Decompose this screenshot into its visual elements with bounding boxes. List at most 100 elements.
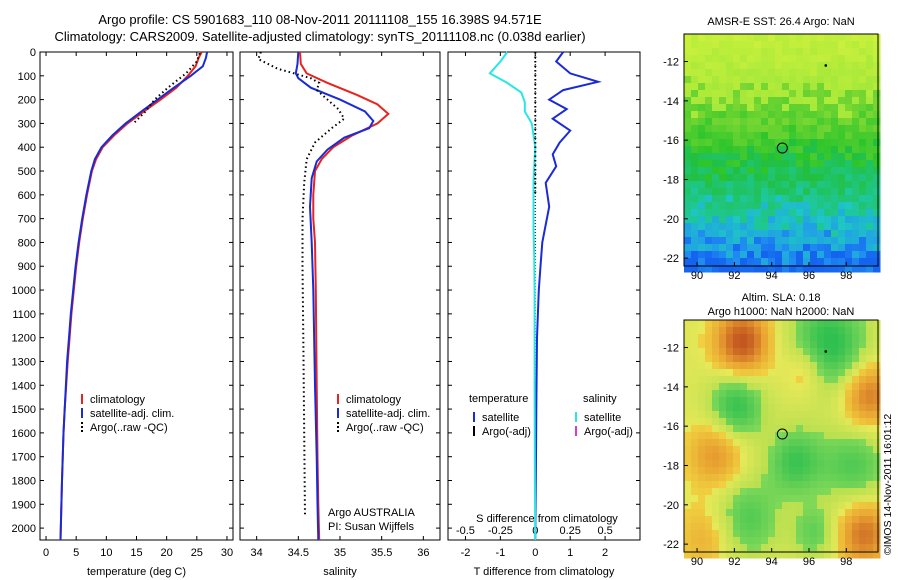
map-cell	[859, 418, 867, 426]
map-cell	[789, 397, 797, 405]
map-cell	[873, 320, 881, 328]
map-cell	[831, 418, 839, 426]
map-cell	[747, 460, 755, 468]
map-cell	[691, 411, 699, 419]
map-cell	[873, 55, 881, 63]
map-cell	[761, 62, 769, 70]
map-cell	[782, 404, 790, 412]
map-cell	[698, 237, 706, 245]
map-cell	[845, 516, 853, 524]
map-cell	[726, 516, 734, 524]
map-cell	[852, 320, 860, 328]
map-cell	[740, 160, 748, 168]
map-cell	[740, 369, 748, 377]
map-cell	[859, 453, 867, 461]
map-cell	[740, 348, 748, 356]
map-cell	[810, 488, 818, 496]
map-cell	[845, 90, 853, 98]
map-cell	[838, 146, 846, 154]
map-cell	[705, 188, 713, 196]
map-cell	[845, 404, 853, 412]
map-cell	[733, 425, 741, 433]
map-cell	[831, 376, 839, 384]
map-cell	[698, 230, 706, 238]
map-cell	[691, 258, 699, 266]
map-cell	[726, 418, 734, 426]
map-cell	[782, 509, 790, 517]
legend-entry: Argo(-adj)	[482, 426, 531, 438]
map-cell	[691, 83, 699, 91]
map-cell	[803, 390, 811, 398]
map-cell	[754, 83, 762, 91]
y-tick-label: 1600	[12, 428, 36, 440]
map-cell	[691, 41, 699, 49]
map-cell	[859, 83, 867, 91]
map-cell	[775, 62, 783, 70]
map-cell	[691, 76, 699, 84]
map-cell	[859, 202, 867, 210]
map-cell	[817, 390, 825, 398]
map-cell	[838, 404, 846, 412]
map-cell	[796, 383, 804, 391]
map-cell	[866, 230, 874, 238]
map-cell	[845, 341, 853, 349]
map-cell	[859, 523, 867, 531]
map-cell	[796, 146, 804, 154]
map-cell	[698, 397, 706, 405]
map-cell	[817, 188, 825, 196]
map-cell	[733, 41, 741, 49]
map-cell	[754, 439, 762, 447]
map-cell	[705, 488, 713, 496]
map-cell	[761, 418, 769, 426]
map-cell	[782, 320, 790, 328]
map-cell	[810, 83, 818, 91]
map-cell	[824, 425, 832, 433]
y-tick-label: 100	[18, 71, 36, 83]
map-cell	[796, 502, 804, 510]
map-cell	[768, 251, 776, 259]
map-cell	[691, 188, 699, 196]
map-cell	[761, 160, 769, 168]
map-cell	[705, 432, 713, 440]
map-cell	[789, 237, 797, 245]
map-cell	[852, 244, 860, 252]
map-cell	[775, 341, 783, 349]
map-cell	[747, 334, 755, 342]
map-cell	[726, 202, 734, 210]
map-cell	[691, 439, 699, 447]
map-cell	[817, 83, 825, 91]
map-cell	[719, 432, 727, 440]
y-tick-label: -22	[663, 539, 679, 551]
x-tick-label: 94	[766, 270, 778, 282]
map-cell	[838, 181, 846, 189]
map-cell	[866, 411, 874, 419]
map-cell	[810, 355, 818, 363]
map-cell	[740, 334, 748, 342]
map-cell	[796, 327, 804, 335]
map-cell	[733, 237, 741, 245]
map-cell	[698, 376, 706, 384]
sst-panel-title: AMSR-E SST: 26.4 Argo: NaN	[707, 16, 854, 28]
map-cell	[733, 195, 741, 203]
map-cell	[698, 132, 706, 140]
map-cell	[866, 55, 874, 63]
map-cell	[782, 153, 790, 161]
map-cell	[817, 488, 825, 496]
top-tick-label: 0.5	[597, 525, 612, 537]
map-cell	[782, 481, 790, 489]
map-cell	[873, 132, 881, 140]
map-cell	[719, 223, 727, 231]
map-cell	[782, 139, 790, 147]
map-cell	[782, 460, 790, 468]
figure-title-line1: Argo profile: CS 5901683_110 08-Nov-2011…	[98, 12, 542, 27]
map-cell	[824, 55, 832, 63]
map-cell	[705, 474, 713, 482]
map-cell	[691, 62, 699, 70]
map-cell	[810, 474, 818, 482]
map-cell	[754, 467, 762, 475]
map-cell	[747, 209, 755, 217]
map-cell	[691, 341, 699, 349]
map-cell	[719, 244, 727, 252]
y-tick-label: 800	[18, 237, 36, 249]
map-cell	[866, 474, 874, 482]
